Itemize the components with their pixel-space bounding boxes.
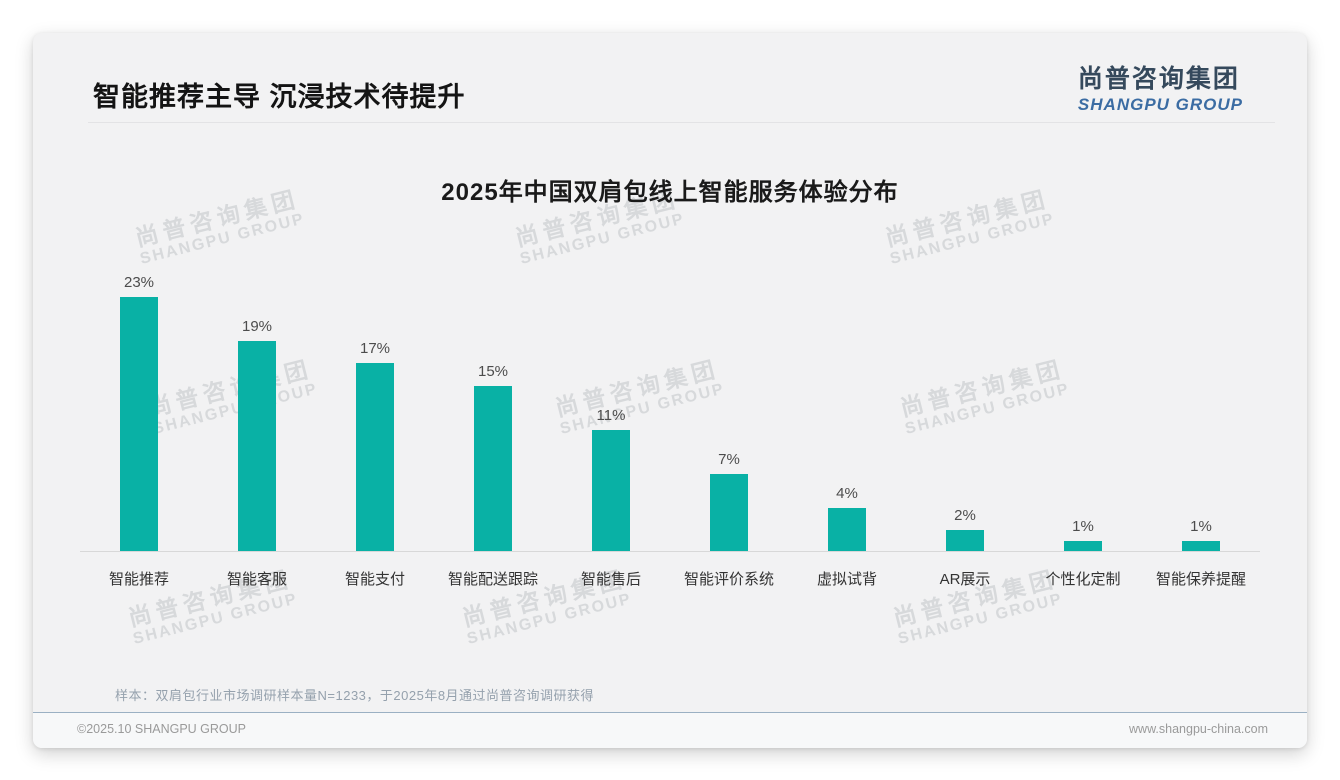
website-url: www.shangpu-china.com bbox=[1129, 722, 1268, 736]
category-label: AR展示 bbox=[939, 571, 991, 588]
bar-column: 7% bbox=[670, 263, 788, 552]
bars-container: 23% 19% 17% 15% 11% 7% 4% 2% 1% 1% bbox=[80, 263, 1260, 552]
bar bbox=[710, 474, 748, 552]
bar-column: 19% bbox=[198, 263, 316, 552]
bar-column: 15% bbox=[434, 263, 552, 552]
category-label: 智能评价系统 bbox=[683, 571, 774, 588]
footer-band: ©2025.10 SHANGPU GROUP www.shangpu-china… bbox=[33, 712, 1307, 748]
x-axis-line bbox=[80, 551, 1260, 552]
bar bbox=[1064, 540, 1102, 552]
bar bbox=[356, 363, 394, 552]
category-label: 智能售后 bbox=[580, 571, 641, 588]
watermark-en: SHANGPU GROUP bbox=[888, 210, 1057, 269]
watermark-en: SHANGPU GROUP bbox=[131, 590, 300, 649]
bar-chart: 23% 19% 17% 15% 11% 7% 4% 2% 1% 1% bbox=[80, 263, 1260, 552]
watermark-en: SHANGPU GROUP bbox=[138, 210, 307, 269]
header-divider bbox=[88, 122, 1275, 123]
sample-note: 样本：双肩包行业市场调研样本量N=1233，于2025年8月通过尚普咨询调研获得 bbox=[115, 688, 595, 703]
bar bbox=[120, 296, 158, 552]
page-title: 智能推荐主导 沉浸技术待提升 bbox=[93, 82, 466, 112]
bar-value-label: 2% bbox=[954, 506, 976, 524]
bar-value-label: 4% bbox=[836, 484, 858, 502]
bar-column: 4% bbox=[788, 263, 906, 552]
bar bbox=[474, 385, 512, 552]
bar-value-label: 1% bbox=[1072, 517, 1094, 535]
company-logo: 尚普咨询集团 SHANGPU GROUP bbox=[1078, 59, 1243, 115]
logo-chinese-name: 尚普咨询集团 bbox=[1077, 65, 1240, 93]
bar bbox=[592, 429, 630, 552]
bar bbox=[1182, 540, 1220, 552]
bar-column: 2% bbox=[906, 263, 1024, 552]
watermark-en: SHANGPU GROUP bbox=[465, 590, 634, 649]
category-label: 智能客服 bbox=[226, 571, 287, 588]
category-label: 智能支付 bbox=[344, 571, 405, 588]
bar bbox=[828, 507, 866, 552]
bar-value-label: 19% bbox=[241, 318, 273, 336]
bar-value-label: 1% bbox=[1190, 517, 1212, 535]
bar-value-label: 11% bbox=[596, 406, 626, 424]
bar-column: 1% bbox=[1024, 263, 1142, 552]
watermark-en: SHANGPU GROUP bbox=[518, 210, 687, 269]
bar-value-label: 15% bbox=[477, 362, 509, 380]
bar-column: 23% bbox=[80, 263, 198, 552]
bar-column: 11% bbox=[552, 263, 670, 552]
category-label: 智能保养提醒 bbox=[1155, 571, 1246, 588]
bar-value-label: 23% bbox=[123, 273, 155, 291]
bar bbox=[238, 341, 276, 552]
category-label: 个性化定制 bbox=[1045, 571, 1121, 588]
bar-value-label: 17% bbox=[359, 340, 391, 358]
bar-column: 1% bbox=[1142, 263, 1260, 552]
category-label: 虚拟试背 bbox=[816, 571, 877, 588]
category-label: 智能推荐 bbox=[108, 571, 169, 588]
bar-value-label: 7% bbox=[718, 451, 740, 469]
slide-card: 尚普咨询集团 SHANGPU GROUP 尚普咨询集团 SHANGPU GROUP … bbox=[33, 33, 1307, 748]
watermark-en: SHANGPU GROUP bbox=[896, 590, 1065, 649]
chart-title: 2025年中国双肩包线上智能服务体验分布 bbox=[441, 179, 899, 206]
bar-column: 17% bbox=[316, 263, 434, 552]
copyright-text: ©2025.10 SHANGPU GROUP bbox=[77, 722, 246, 736]
category-labels: 智能推荐 智能客服 智能支付 智能配送跟踪 智能售后 智能评价系统 虚拟试背 AR展示 个性化定… bbox=[80, 568, 1260, 589]
bar bbox=[946, 529, 984, 552]
category-label: 智能配送跟踪 bbox=[447, 571, 538, 588]
logo-english-name: SHANGPU GROUP bbox=[1077, 95, 1243, 114]
